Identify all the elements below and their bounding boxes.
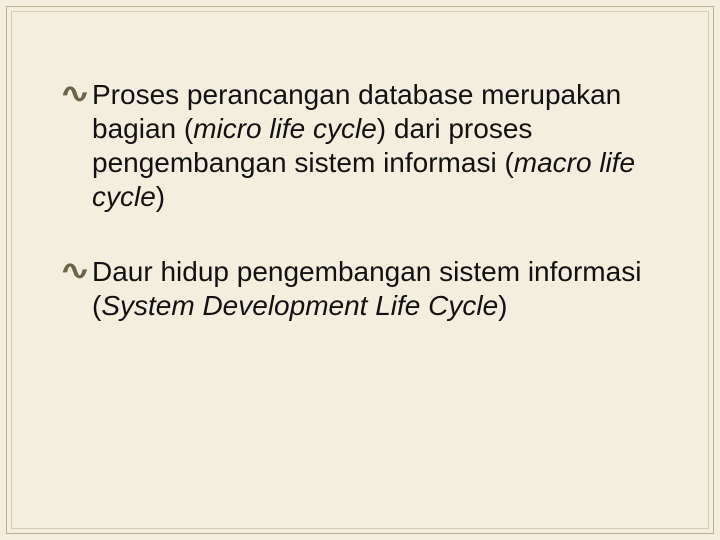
bullet-text: Proses perancangan database merupakan ba…: [92, 79, 635, 212]
bullet-icon: ∿: [60, 255, 91, 287]
bullet-item-2: ∿ Daur hidup pengembangan sistem informa…: [92, 255, 658, 323]
bullet-item-1: ∿ Proses perancangan database merupakan …: [92, 78, 658, 215]
bullet-icon: ∿: [60, 78, 91, 110]
bullet-text: Daur hidup pengembangan sistem informasi…: [92, 256, 641, 321]
slide-content: ∿ Proses perancangan database merupakan …: [0, 0, 720, 540]
